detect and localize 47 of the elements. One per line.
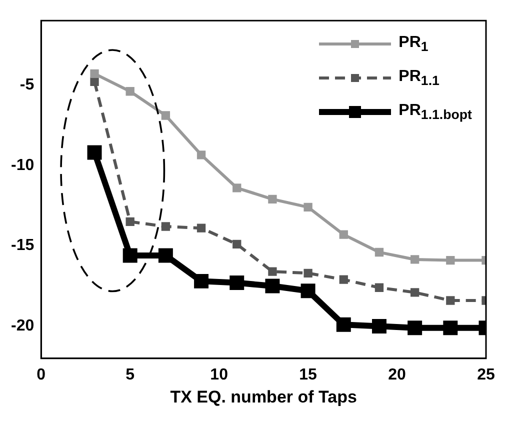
point <box>372 318 386 334</box>
y-tick-label: -10 <box>11 156 34 174</box>
point <box>265 278 280 294</box>
x-tick-label: 20 <box>388 366 406 384</box>
point <box>158 248 173 263</box>
point <box>268 267 277 276</box>
point <box>446 256 455 265</box>
point <box>232 240 242 249</box>
x-tick-label: 0 <box>36 366 46 384</box>
point <box>304 202 312 212</box>
point <box>339 275 348 284</box>
legend-label: PR$_{1.1.bopt}$ <box>398 102 472 122</box>
point <box>90 77 99 86</box>
x-tick-label: 5 <box>126 366 135 384</box>
point <box>268 194 277 204</box>
legend-label: PR$_{1}$ <box>398 34 428 54</box>
point <box>408 320 422 336</box>
point <box>196 150 206 160</box>
point <box>300 284 316 298</box>
y-tick-label: -5 <box>20 76 34 94</box>
point <box>410 288 420 297</box>
point <box>374 248 384 257</box>
point <box>339 230 348 239</box>
point <box>161 222 170 231</box>
point <box>443 320 458 336</box>
x-tick-label: 10 <box>210 366 228 384</box>
x-tick-label: 15 <box>299 366 318 384</box>
point <box>446 296 455 305</box>
point <box>230 276 244 290</box>
point <box>126 87 134 96</box>
point <box>196 224 206 232</box>
point <box>90 69 99 78</box>
point <box>161 111 170 120</box>
point <box>126 217 134 226</box>
point <box>374 283 384 292</box>
point <box>87 145 102 160</box>
y-tick-label: -15 <box>11 237 34 254</box>
y-tick-label: -20 <box>11 318 34 335</box>
point <box>410 255 420 264</box>
point <box>232 184 242 192</box>
point <box>122 248 138 263</box>
legend-label: PR$_{1.1}$ <box>398 68 440 88</box>
point <box>194 274 209 288</box>
point <box>304 268 312 278</box>
x-axis-title: TX EQ. number of Taps <box>170 387 357 406</box>
x-tick-label: 25 <box>477 366 495 384</box>
point <box>336 317 351 332</box>
